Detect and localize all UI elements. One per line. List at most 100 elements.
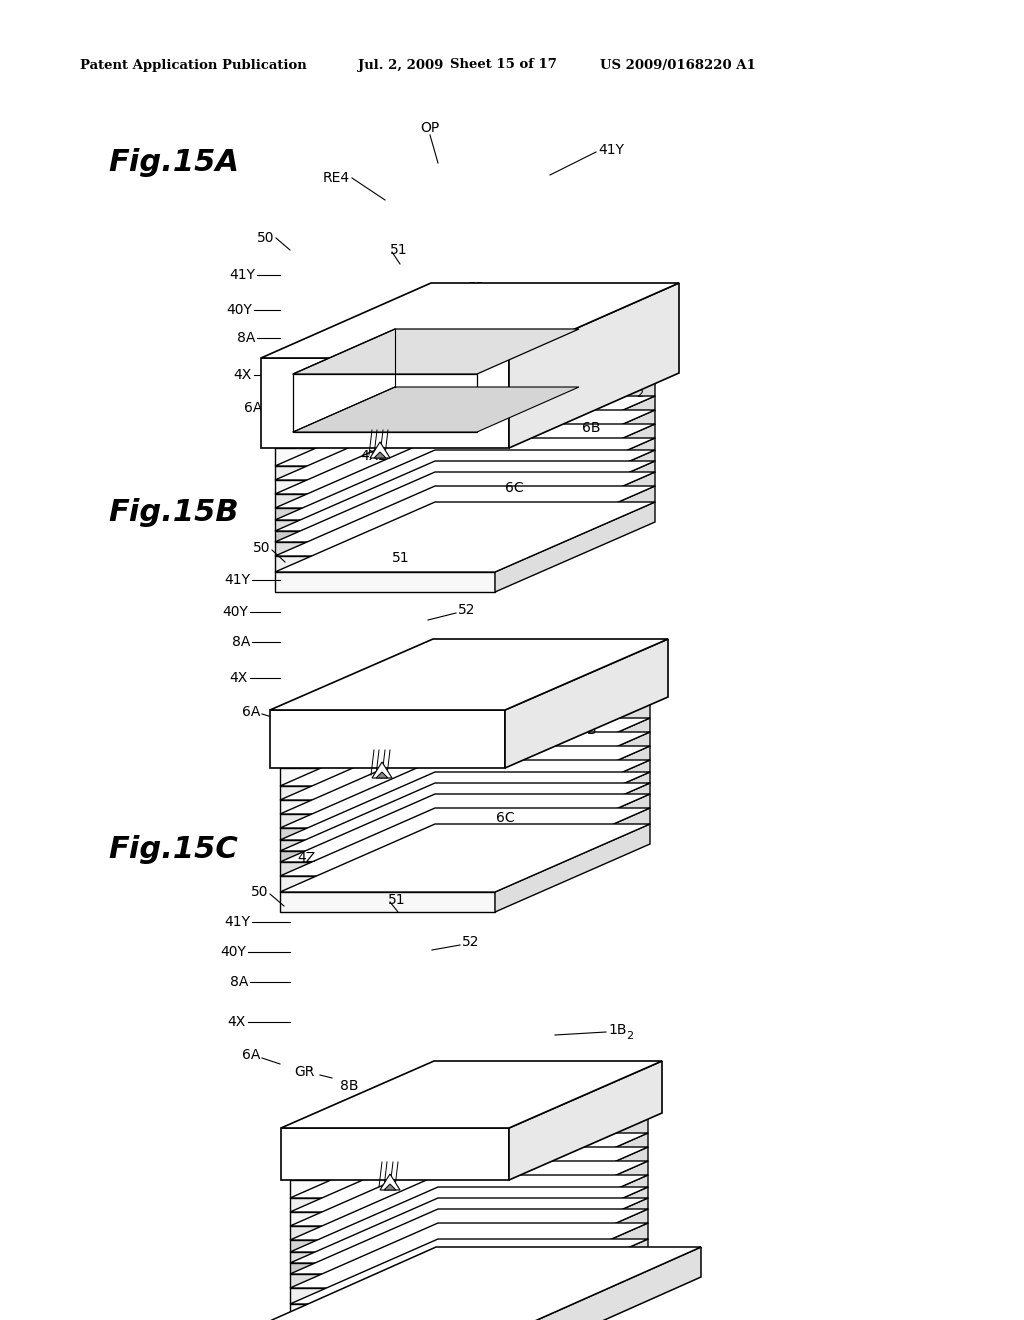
Polygon shape <box>500 1224 648 1304</box>
Polygon shape <box>290 1175 648 1239</box>
Text: 2: 2 <box>632 693 639 704</box>
Polygon shape <box>495 746 650 828</box>
Text: 52: 52 <box>468 281 485 294</box>
Polygon shape <box>495 461 655 543</box>
Polygon shape <box>495 783 650 862</box>
Text: Sheet 15 of 17: Sheet 15 of 17 <box>450 58 557 71</box>
Polygon shape <box>500 1115 648 1199</box>
Text: 41Y: 41Y <box>598 143 624 157</box>
Polygon shape <box>380 1173 400 1191</box>
Polygon shape <box>495 411 655 494</box>
Polygon shape <box>495 772 650 851</box>
Polygon shape <box>290 1147 648 1212</box>
Bar <box>281 1129 509 1180</box>
Polygon shape <box>263 1247 701 1320</box>
Bar <box>290 1226 500 1239</box>
Polygon shape <box>509 282 679 447</box>
Polygon shape <box>500 1239 648 1320</box>
Polygon shape <box>275 396 655 466</box>
Text: 4X: 4X <box>233 368 252 381</box>
Polygon shape <box>495 824 650 912</box>
Text: OP: OP <box>421 121 439 135</box>
Bar <box>290 1288 500 1304</box>
Polygon shape <box>500 1199 648 1274</box>
Polygon shape <box>370 442 390 458</box>
Bar <box>275 508 495 520</box>
Polygon shape <box>528 1247 701 1320</box>
Text: Fig.15A: Fig.15A <box>108 148 239 177</box>
Polygon shape <box>290 1187 648 1251</box>
Polygon shape <box>275 486 655 556</box>
Text: 8A: 8A <box>231 635 250 649</box>
Polygon shape <box>280 760 650 828</box>
Text: GR: GR <box>298 418 318 432</box>
Bar <box>275 520 495 531</box>
Polygon shape <box>500 1162 648 1239</box>
Text: GR: GR <box>295 721 315 735</box>
Text: 2: 2 <box>626 1031 633 1041</box>
Bar <box>290 1199 500 1212</box>
Bar <box>275 480 495 494</box>
Polygon shape <box>275 502 655 572</box>
Text: 6B: 6B <box>574 1061 593 1074</box>
Bar <box>280 800 495 814</box>
Bar <box>280 862 495 876</box>
Text: 8A: 8A <box>229 975 248 989</box>
Bar <box>280 828 495 840</box>
Bar <box>280 892 495 912</box>
Polygon shape <box>500 1187 648 1263</box>
Text: 4X2: 4X2 <box>356 751 383 766</box>
Polygon shape <box>280 824 650 892</box>
Text: 4X: 4X <box>227 1015 246 1030</box>
Polygon shape <box>290 1133 648 1199</box>
Polygon shape <box>290 1209 648 1274</box>
Bar <box>275 466 495 480</box>
Text: 4X2: 4X2 <box>352 1096 379 1109</box>
Polygon shape <box>275 461 655 531</box>
Polygon shape <box>495 700 650 785</box>
Polygon shape <box>509 1061 662 1180</box>
Bar <box>275 556 495 572</box>
Text: 4X: 4X <box>229 671 248 685</box>
Text: 8B: 8B <box>340 1078 358 1093</box>
Text: 1B: 1B <box>608 1023 627 1038</box>
Bar <box>280 814 495 828</box>
Polygon shape <box>495 450 655 531</box>
Polygon shape <box>384 1184 396 1191</box>
Text: RE4: RE4 <box>323 172 350 185</box>
Text: 6B: 6B <box>582 421 600 436</box>
Text: 40Y: 40Y <box>226 304 252 317</box>
Text: 50: 50 <box>251 884 268 899</box>
Text: 4Z: 4Z <box>298 851 316 865</box>
Polygon shape <box>372 762 392 777</box>
Text: Fig.15B: Fig.15B <box>108 498 239 527</box>
Polygon shape <box>280 746 650 814</box>
Polygon shape <box>275 411 655 480</box>
Text: Fig.15C: Fig.15C <box>108 836 238 865</box>
Bar <box>290 1239 500 1251</box>
Text: 8B: 8B <box>348 433 367 447</box>
Text: 51: 51 <box>392 550 410 565</box>
Text: Jul. 2, 2009: Jul. 2, 2009 <box>358 58 443 71</box>
Polygon shape <box>495 733 650 814</box>
Polygon shape <box>275 438 655 508</box>
Bar <box>275 447 495 466</box>
Text: 41Y: 41Y <box>224 573 250 587</box>
Polygon shape <box>290 1239 648 1304</box>
Text: Patent Application Publication: Patent Application Publication <box>80 58 307 71</box>
Text: 4X2: 4X2 <box>360 449 387 463</box>
Bar <box>275 494 495 508</box>
Polygon shape <box>495 438 655 520</box>
Bar <box>290 1274 500 1288</box>
Text: 40Y: 40Y <box>220 945 246 960</box>
Polygon shape <box>281 1061 662 1129</box>
Bar <box>261 358 509 447</box>
Text: 8B: 8B <box>342 735 360 748</box>
Text: 41Y: 41Y <box>229 268 255 282</box>
Polygon shape <box>495 396 655 480</box>
Polygon shape <box>505 639 668 768</box>
Polygon shape <box>275 473 655 543</box>
Text: 50: 50 <box>253 541 270 554</box>
Text: 6B: 6B <box>578 723 597 737</box>
Polygon shape <box>495 473 655 556</box>
